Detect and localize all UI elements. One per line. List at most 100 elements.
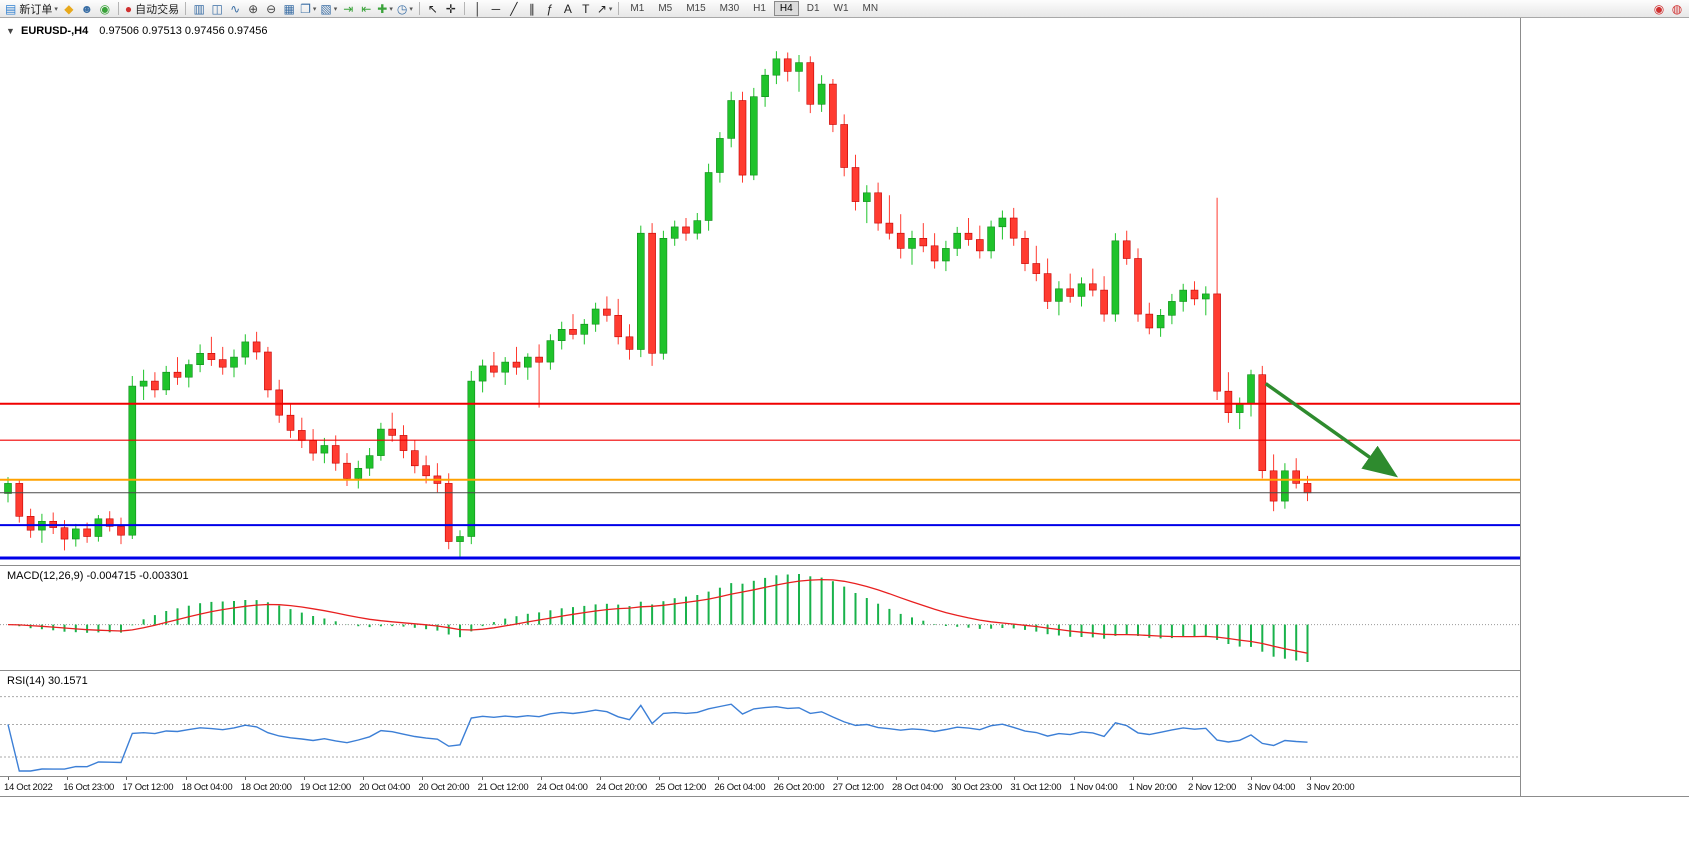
timeframe-M15-button[interactable]: M15 [686, 3, 706, 14]
trendline-button[interactable]: ╱ [505, 1, 523, 17]
new-chart-button[interactable]: ❐ ▾ [298, 1, 318, 17]
signals-icon: ◉ [99, 1, 111, 16]
mql5-community-icon: ◆ [64, 1, 74, 16]
time-axis-label: 24 Oct 20:00 [596, 782, 647, 793]
chart-shift-icon: ⇤ [361, 1, 372, 16]
timeframe-M30-button[interactable]: M30 [719, 3, 740, 14]
vertical-line-button[interactable]: │ [469, 1, 487, 17]
candles [4, 51, 1312, 557]
zoom-out-button[interactable]: ⊖ [262, 1, 280, 17]
time-axis-label: 16 Oct 23:00 [63, 782, 114, 793]
time-axis-label: 24 Oct 04:00 [536, 782, 588, 793]
timeframe-toolbar: M1 M5 M15 M30 H1 H4 D1 W1 MN [623, 0, 885, 17]
time-axis-label: 26 Oct 04:00 [714, 782, 766, 793]
time-tick [1132, 777, 1134, 780]
tile-windows-button[interactable]: ▦ [280, 1, 298, 17]
time-tick [1251, 777, 1253, 780]
bar-chart-button[interactable]: ▥ [190, 1, 208, 17]
text-icon: A [563, 1, 572, 16]
price-axis[interactable]: 1.010151.007801.005401.003001.000600.998… [1520, 18, 1689, 796]
line-chart-button[interactable]: ∿ [226, 1, 244, 17]
time-tick [126, 777, 128, 780]
cursor-button[interactable]: ↖ [424, 1, 442, 17]
time-axis-label: 2 Nov 12:00 [1188, 782, 1236, 793]
time-tick [8, 777, 9, 780]
dropdown-arrow-icon: ▾ [54, 5, 58, 13]
time-axis-label: 21 Oct 12:00 [477, 782, 529, 793]
panel-separator[interactable] [0, 565, 1689, 566]
clock-icon: ◷ [396, 1, 408, 16]
main-toolbar: ▤ 新订单 ▾ ◆ ☻ ◉ ● 自动交易 ▥ ◫ ∿ ⊕ ⊖ ▦ ❐ ▾ ▧ ▾ ⇥ ⇤ ✚ ▾ ◷ ▾ ↖ ✛ │ ─ ╱ ∥ ƒ A T ↗ ▾… [0, 0, 1689, 18]
time-tick [718, 777, 720, 780]
auto-trading-button-label: 自动交易 [135, 3, 180, 16]
time-tick [777, 777, 779, 780]
timeframe-H1-button[interactable]: H1 [753, 3, 766, 14]
horizontal-line-button[interactable]: ─ [487, 1, 505, 17]
toolbar-separator [185, 2, 187, 15]
chart-ohlc-header: ▼ EURUSD-,H4 0.97506 0.97513 0.97456 0.9… [6, 25, 268, 37]
time-axis-label: 14 Oct 2022 [4, 782, 53, 793]
profile-button[interactable]: ☻ [78, 1, 96, 17]
news-alert-button[interactable]: ◍ [1668, 1, 1686, 17]
tile-windows-icon: ▦ [283, 1, 295, 16]
macd-signal-line [7, 578, 1308, 654]
zoom-in-button[interactable]: ⊕ [244, 1, 262, 17]
indicators-button[interactable]: ✚ ▾ [375, 1, 395, 17]
auto-trading-icon: ● [124, 1, 133, 16]
timeframe-M5-button[interactable]: M5 [658, 3, 673, 14]
arrows-button[interactable]: ↗ ▾ [595, 1, 615, 17]
timeframe-MN-button[interactable]: MN [862, 3, 879, 14]
time-axis-label: 18 Oct 20:00 [240, 782, 292, 793]
trend-arrow-annotation[interactable] [1264, 382, 1399, 478]
chart-window: ▼ EURUSD-,H4 0.97506 0.97513 0.97456 0.9… [0, 18, 1689, 859]
time-axis-label: 1 Nov 20:00 [1128, 782, 1177, 793]
timeframe-D1-button[interactable]: D1 [806, 3, 820, 14]
new-order-icon: ▤ [5, 1, 17, 16]
fibonacci-button[interactable]: ƒ [541, 1, 559, 17]
signals-button[interactable]: ◉ [96, 1, 114, 17]
auto-scroll-button[interactable]: ⇥ [339, 1, 357, 17]
timeframe-M1-button[interactable]: M1 [630, 3, 645, 14]
chart-ohlc-values: 0.97506 0.97513 0.97456 0.97456 [99, 25, 268, 37]
time-tick [1014, 777, 1016, 780]
panel-separator[interactable] [0, 670, 1689, 671]
vertical-line-icon: │ [474, 1, 482, 16]
time-tick [244, 777, 246, 780]
price-chart-plot[interactable] [0, 18, 1520, 565]
dropdown-arrow-icon: ▾ [389, 5, 393, 13]
horizontal-line-icon: ─ [491, 1, 501, 16]
mql5-community-button[interactable]: ◆ [60, 1, 78, 17]
auto-trading-button[interactable]: ● 自动交易 [123, 1, 181, 17]
time-tick [1310, 777, 1312, 780]
zoom-out-icon: ⊖ [266, 1, 277, 16]
crosshair-button[interactable]: ✛ [442, 1, 460, 17]
timeframe-W1-button[interactable]: W1 [833, 3, 849, 14]
periods-button[interactable]: ◷ ▾ [395, 1, 415, 17]
time-tick [481, 777, 483, 780]
time-tick [1192, 777, 1193, 780]
time-axis-label: 1 Nov 04:00 [1069, 782, 1118, 793]
time-axis-label: 20 Oct 04:00 [359, 782, 410, 793]
text-label-button[interactable]: T [577, 1, 595, 17]
time-axis-label: 28 Oct 04:00 [892, 782, 943, 793]
bar-chart-icon: ▥ [193, 1, 205, 16]
timeframe-H4-button[interactable]: H4 [773, 1, 799, 16]
time-axis-label: 20 Oct 20:00 [418, 782, 470, 793]
text-button[interactable]: A [559, 1, 577, 17]
time-axis-top-border [0, 776, 1689, 777]
time-tick [896, 777, 897, 780]
rsi-line [7, 703, 1308, 772]
channel-button[interactable]: ∥ [523, 1, 541, 17]
metaquotes-button[interactable]: ◉ [1650, 1, 1668, 17]
time-tick [67, 777, 69, 780]
chart-shift-button[interactable]: ⇤ [357, 1, 375, 17]
time-tick [422, 777, 424, 780]
time-axis[interactable]: 14 Oct 2022 16 Oct 23:00 17 Oct 12:00 18 Oc… [0, 777, 1689, 796]
dropdown-arrow-icon: ▾ [409, 5, 413, 13]
rsi-panel-plot[interactable] [0, 671, 1520, 776]
macd-panel-plot[interactable] [0, 566, 1520, 670]
collapse-arrow-icon[interactable]: ▼ [6, 26, 15, 36]
profiles-button[interactable]: ▧ ▾ [318, 1, 339, 17]
candlestick-chart-button[interactable]: ◫ [208, 1, 226, 17]
new-order-button[interactable]: ▤ 新订单 ▾ [3, 1, 60, 17]
